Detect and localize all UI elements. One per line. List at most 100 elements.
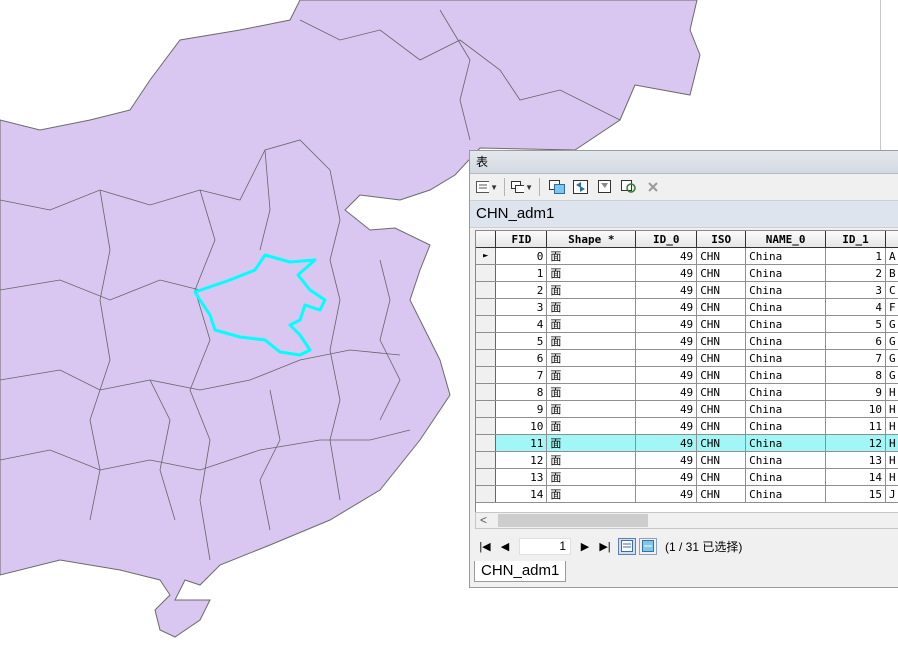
table-cell[interactable]: H [885, 400, 898, 418]
table-cell[interactable]: 13 [825, 451, 886, 469]
table-cell[interactable]: 49 [635, 298, 698, 316]
clear-selection-icon[interactable] [594, 177, 616, 197]
table-cell[interactable]: J [885, 485, 898, 503]
table-row[interactable]: 12 面 49 CHN China 13 H [476, 451, 898, 469]
table-cell[interactable]: 面 [546, 315, 637, 333]
next-record-icon[interactable]: ▶ [580, 540, 590, 553]
table-cell[interactable]: 49 [635, 383, 698, 401]
table-cell[interactable]: CHN [696, 281, 747, 299]
table-cell[interactable]: 49 [635, 366, 698, 384]
zoom-to-selected-icon[interactable] [618, 177, 640, 197]
table-row[interactable]: 7 面 49 CHN China 8 G [476, 366, 898, 384]
show-selected-records-icon[interactable] [639, 537, 657, 555]
table-cell[interactable]: CHN [696, 434, 747, 452]
table-cell[interactable]: 11 [825, 417, 886, 435]
table-cell[interactable]: H [885, 383, 898, 401]
table-cell[interactable]: CHN [696, 366, 747, 384]
table-cell[interactable]: CHN [696, 349, 747, 367]
table-cell[interactable]: China [745, 315, 827, 333]
table-cell[interactable]: G [885, 366, 898, 384]
table-cell[interactable]: 9 [495, 400, 548, 418]
table-cell[interactable]: 49 [635, 400, 698, 418]
row-selector[interactable] [476, 298, 497, 316]
table-cell[interactable]: CHN [696, 264, 747, 282]
table-cell[interactable]: 8 [825, 366, 886, 384]
table-cell[interactable]: 面 [546, 468, 637, 486]
table-tab[interactable]: CHN_adm1 [474, 561, 567, 582]
table-row[interactable]: 2 面 49 CHN China 3 C [476, 281, 898, 299]
row-selector[interactable] [476, 332, 497, 350]
table-cell[interactable]: China [745, 298, 827, 316]
table-cell[interactable]: 10 [495, 417, 548, 435]
table-cell[interactable]: China [745, 451, 827, 469]
table-cell[interactable]: H [885, 468, 898, 486]
table-cell[interactable]: 49 [635, 468, 698, 486]
table-cell[interactable]: G [885, 349, 898, 367]
table-cell[interactable]: 3 [825, 281, 886, 299]
table-cell[interactable]: China [745, 366, 827, 384]
table-cell[interactable]: 4 [495, 315, 548, 333]
table-cell[interactable]: B [885, 264, 898, 282]
switch-selection-icon[interactable] [570, 177, 592, 197]
table-cell[interactable]: 面 [546, 451, 637, 469]
table-cell[interactable]: 3 [495, 298, 548, 316]
table-cell[interactable]: 面 [546, 383, 637, 401]
table-options-icon[interactable]: ▼ [476, 177, 498, 197]
table-row[interactable]: 6 面 49 CHN China 7 G [476, 349, 898, 367]
table-cell[interactable]: CHN [696, 417, 747, 435]
table-cell[interactable]: CHN [696, 468, 747, 486]
table-cell[interactable]: 7 [825, 349, 886, 367]
table-cell[interactable]: 面 [546, 417, 637, 435]
table-cell[interactable]: 2 [825, 264, 886, 282]
attribute-table-window[interactable]: 表 ▼ ▼ CHN_adm1 [469, 150, 898, 588]
table-cell[interactable]: China [745, 383, 827, 401]
table-cell[interactable]: 面 [546, 366, 637, 384]
table-cell[interactable]: 49 [635, 349, 698, 367]
table-row[interactable]: 11 面 49 CHN China 12 H [476, 434, 898, 452]
window-titlebar[interactable]: 表 [470, 151, 898, 174]
table-cell[interactable]: 49 [635, 281, 698, 299]
show-all-records-icon[interactable] [618, 537, 636, 555]
row-selector[interactable] [476, 383, 497, 401]
row-selector[interactable] [476, 366, 497, 384]
table-cell[interactable]: 5 [825, 315, 886, 333]
previous-record-icon[interactable]: ◀ [500, 540, 510, 553]
table-cell[interactable]: 5 [495, 332, 548, 350]
table-cell[interactable]: China [745, 468, 827, 486]
column-header[interactable]: ISO [696, 231, 747, 248]
table-cell[interactable]: China [745, 349, 827, 367]
row-selector[interactable] [476, 281, 497, 299]
row-selector[interactable] [476, 451, 497, 469]
table-cell[interactable]: A [885, 247, 898, 265]
attribute-grid[interactable]: FID Shape * ID_0 ISO NAME_0 ID_1 ► 0 面 49 CH… [475, 230, 898, 514]
table-cell[interactable]: CHN [696, 400, 747, 418]
table-cell[interactable]: 49 [635, 434, 698, 452]
row-selector[interactable] [476, 400, 497, 418]
row-selector[interactable] [476, 485, 497, 503]
table-cell[interactable]: 面 [546, 247, 637, 265]
table-row[interactable]: 8 面 49 CHN China 9 H [476, 383, 898, 401]
table-cell[interactable]: 14 [825, 468, 886, 486]
table-cell[interactable]: G [885, 315, 898, 333]
row-selector[interactable] [476, 349, 497, 367]
table-row[interactable]: 13 面 49 CHN China 14 H [476, 468, 898, 486]
table-row[interactable]: 5 面 49 CHN China 6 G [476, 332, 898, 350]
table-cell[interactable]: China [745, 247, 827, 265]
table-row[interactable]: 9 面 49 CHN China 10 H [476, 400, 898, 418]
table-cell[interactable]: CHN [696, 332, 747, 350]
table-cell[interactable]: CHN [696, 247, 747, 265]
horizontal-scrollbar[interactable]: < [475, 512, 898, 529]
table-cell[interactable]: 面 [546, 281, 637, 299]
table-cell[interactable]: 12 [495, 451, 548, 469]
first-record-icon[interactable]: |◀ [479, 540, 491, 553]
table-cell[interactable]: 8 [495, 383, 548, 401]
table-cell[interactable]: 1 [495, 264, 548, 282]
table-cell[interactable]: 0 [495, 247, 548, 265]
table-cell[interactable]: 面 [546, 349, 637, 367]
related-tables-icon[interactable]: ▼ [511, 177, 533, 197]
table-cell[interactable]: F [885, 298, 898, 316]
last-record-icon[interactable]: ▶| [599, 540, 611, 553]
table-cell[interactable]: CHN [696, 298, 747, 316]
table-cell[interactable]: China [745, 400, 827, 418]
